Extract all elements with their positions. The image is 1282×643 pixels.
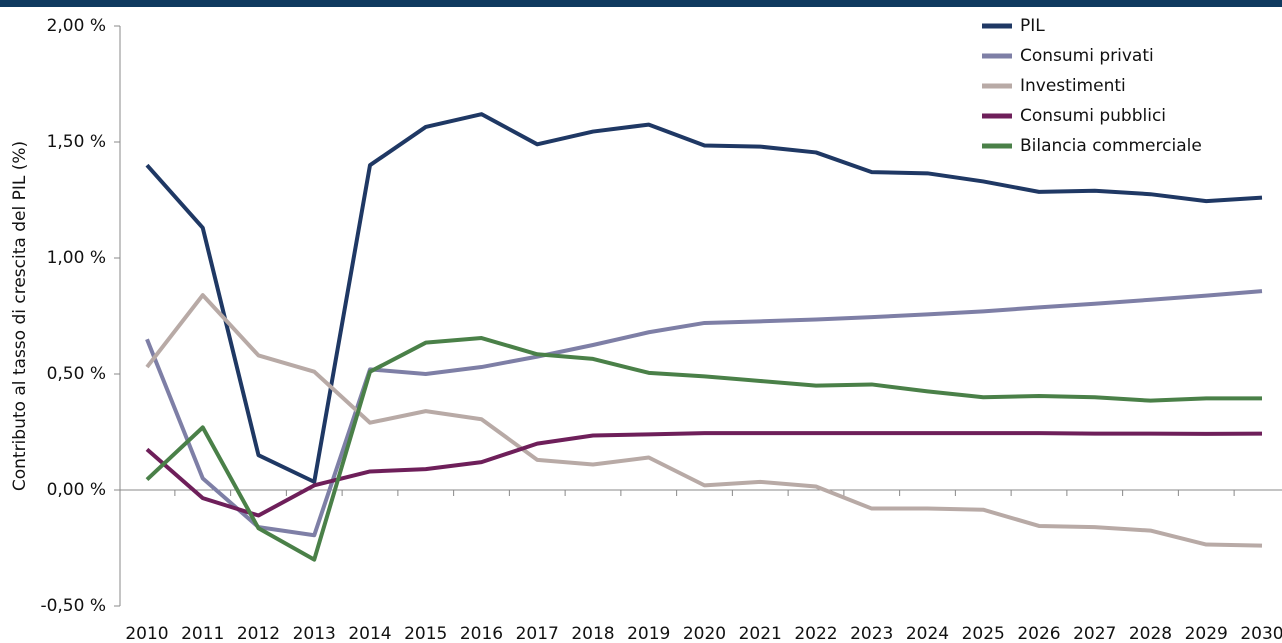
y-tick-label: 2,00 % bbox=[47, 16, 106, 36]
x-tick-label: 2011 bbox=[181, 624, 224, 643]
x-tick-label: 2012 bbox=[237, 624, 280, 643]
x-tick-label: 2010 bbox=[125, 624, 168, 643]
top-bar bbox=[0, 0, 1282, 7]
x-tick-label: 2016 bbox=[460, 624, 503, 643]
x-tick-label: 2015 bbox=[404, 624, 447, 643]
line-series bbox=[145, 431, 1263, 518]
x-tick-label: 2030 bbox=[1240, 624, 1282, 643]
y-tick-label: 0,50 % bbox=[47, 364, 106, 384]
x-tick-label: 2013 bbox=[293, 624, 336, 643]
x-tick-label: 2029 bbox=[1185, 624, 1228, 643]
x-tick-label: 2025 bbox=[962, 624, 1005, 643]
x-tick-label: 2019 bbox=[627, 624, 670, 643]
y-axis-label: Contributo al tasso di crescita del PIL … bbox=[10, 141, 30, 491]
x-tick-label: 2023 bbox=[850, 624, 893, 643]
legend-label: Bilancia commerciale bbox=[1020, 136, 1202, 156]
legend-label: PIL bbox=[1020, 16, 1045, 36]
line-series bbox=[145, 293, 1263, 548]
x-tick-label: 2028 bbox=[1129, 624, 1172, 643]
x-tick-label: 2014 bbox=[348, 624, 391, 643]
y-tick-label: 1,50 % bbox=[47, 132, 106, 152]
x-tick-label: 2020 bbox=[683, 624, 726, 643]
legend-label: Consumi pubblici bbox=[1020, 106, 1166, 126]
legend-label: Consumi privati bbox=[1020, 46, 1154, 66]
y-tick-label: 1,00 % bbox=[47, 248, 106, 268]
x-tick-label: 2017 bbox=[516, 624, 559, 643]
x-tick-label: 2027 bbox=[1073, 624, 1116, 643]
x-tick-label: 2024 bbox=[906, 624, 949, 643]
x-tick-label: 2018 bbox=[571, 624, 614, 643]
line-series bbox=[145, 336, 1262, 562]
line-series bbox=[145, 289, 1263, 538]
x-tick-label: 2021 bbox=[739, 624, 782, 643]
y-tick-label: -0,50 % bbox=[40, 596, 106, 616]
x-tick-label: 2026 bbox=[1017, 624, 1060, 643]
y-tick-label: 0,00 % bbox=[47, 480, 106, 500]
legend-label: Investimenti bbox=[1020, 76, 1126, 96]
line-series bbox=[145, 112, 1263, 484]
x-tick-label: 2022 bbox=[794, 624, 837, 643]
